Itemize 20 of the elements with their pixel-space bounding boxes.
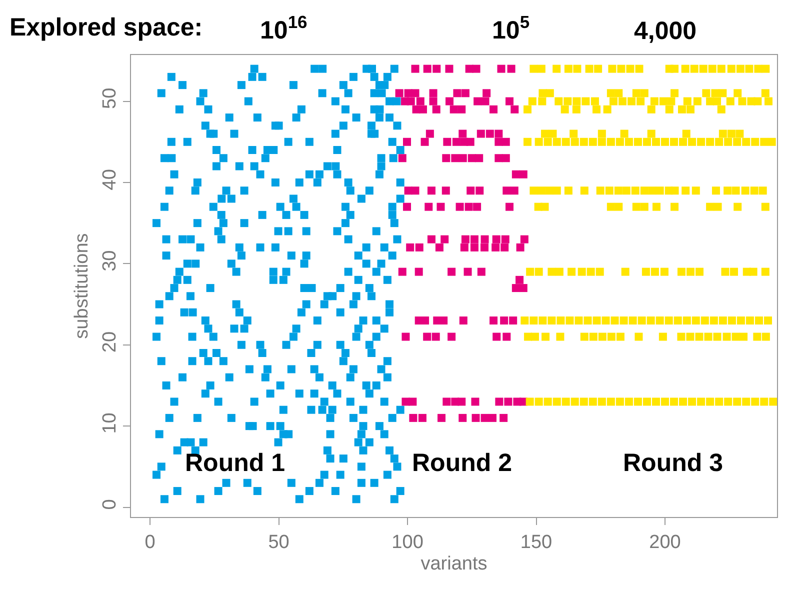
x-tick-label: 200: [649, 532, 681, 553]
y-tick-label: 0: [99, 499, 120, 510]
text: 4,000: [634, 17, 697, 45]
text: 10$^{5}$: [492, 12, 530, 44]
y-tick-label: 20: [99, 331, 120, 353]
x-tick-label: 100: [392, 532, 424, 553]
annotation: Round 2: [412, 449, 512, 477]
annotation: Round 3: [623, 449, 723, 477]
y-tick-label: 10: [99, 412, 120, 434]
text: 10$^{16}$: [260, 12, 308, 44]
y-tick-label: 50: [99, 88, 120, 109]
annotation: Round 1: [185, 449, 286, 477]
x-axis-title: variants: [420, 554, 488, 575]
y-axis-title: substitutions: [71, 233, 92, 339]
x-tick-label: 0: [144, 532, 156, 553]
x-tick-label: 150: [520, 532, 552, 553]
chart-title: Explored space:: [9, 13, 203, 42]
x-tick-label: 50: [268, 532, 290, 553]
y-tick-label: 30: [99, 250, 120, 272]
y-tick-label: 40: [99, 169, 120, 190]
